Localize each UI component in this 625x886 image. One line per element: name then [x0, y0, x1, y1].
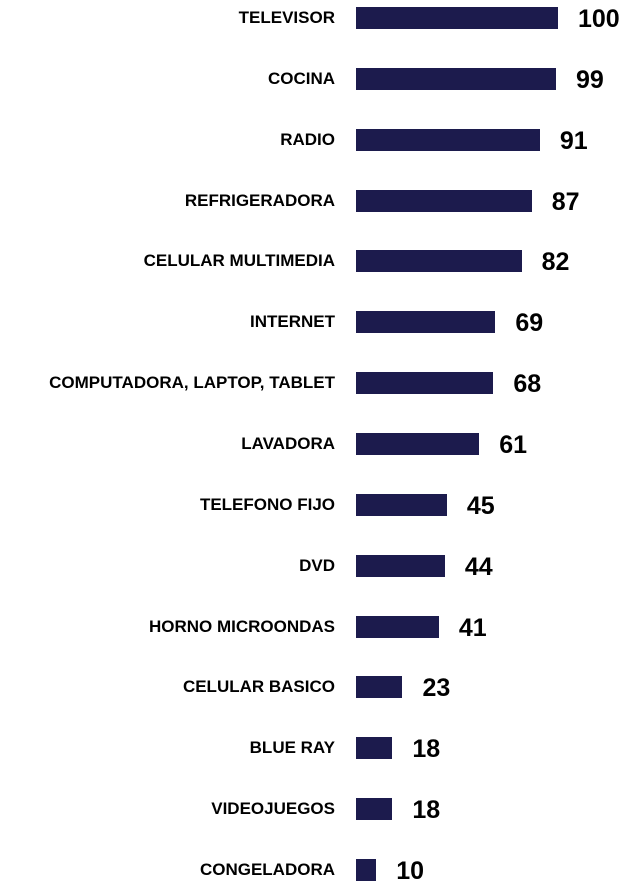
- bar: [356, 7, 558, 29]
- category-label: VIDEOJUEGOS: [211, 799, 335, 819]
- bar: [356, 67, 556, 90]
- value-label: 61: [499, 430, 528, 459]
- category-label: BLUE RAY: [249, 738, 335, 758]
- category-label-box: TELEVISOR: [0, 8, 335, 28]
- bar: [356, 432, 480, 455]
- category-label: CELULAR BASICO: [182, 677, 335, 697]
- category-label: COMPUTADORA, LAPTOP, TABLET: [49, 373, 335, 393]
- bar: [356, 311, 496, 334]
- category-label-box: INTERNET: [0, 312, 335, 332]
- bar: [356, 798, 393, 821]
- category-label: INTERNET: [250, 312, 335, 332]
- bar: [356, 676, 403, 699]
- bar: [356, 250, 522, 273]
- category-label-box: CONGELADORA: [0, 860, 335, 880]
- value-label: 10: [396, 856, 424, 885]
- category-label-box: CELULAR BASICO: [0, 677, 335, 697]
- category-label: CONGELADORA: [199, 859, 335, 879]
- bar: [356, 615, 439, 638]
- category-label: TELEVISOR: [238, 8, 335, 27]
- value-label: 100: [578, 4, 620, 33]
- bar: [356, 128, 540, 151]
- value-label: 68: [513, 370, 542, 399]
- category-label-box: HORNO MICROONDAS: [0, 617, 335, 637]
- value-label: 82: [541, 248, 570, 277]
- category-label-box: COCINA: [0, 69, 335, 89]
- value-label: 91: [559, 126, 588, 155]
- category-label: DVD: [299, 555, 335, 575]
- category-label: LAVADORA: [241, 433, 335, 453]
- category-label: RADIO: [280, 129, 335, 149]
- value-label: 44: [464, 552, 493, 581]
- bar: [356, 554, 445, 577]
- category-label: TELEFONO FIJO: [199, 494, 335, 514]
- value-label: 41: [458, 613, 487, 642]
- category-label-box: COMPUTADORA, LAPTOP, TABLET: [0, 373, 335, 393]
- value-label: 23: [422, 674, 451, 703]
- value-label: 18: [412, 795, 441, 824]
- category-label-box: VIDEOJUEGOS: [0, 799, 335, 819]
- category-label-box: BLUE RAY: [0, 738, 335, 758]
- category-label: CELULAR MULTIMEDIA: [143, 251, 335, 271]
- bar: [356, 189, 532, 212]
- category-label-box: CELULAR MULTIMEDIA: [0, 251, 335, 271]
- value-label: 45: [466, 491, 495, 520]
- category-label: COCINA: [267, 68, 335, 88]
- bar: [356, 372, 494, 395]
- bar: [356, 858, 377, 881]
- category-label: REFRIGERADORA: [184, 190, 335, 210]
- value-label: 99: [575, 65, 604, 94]
- value-label: 18: [412, 735, 441, 764]
- value-label: 87: [551, 187, 580, 216]
- category-label-box: RADIO: [0, 130, 335, 150]
- category-label-box: REFRIGERADORA: [0, 191, 335, 211]
- value-label: 69: [515, 309, 544, 338]
- category-label-box: DVD: [0, 556, 335, 576]
- category-label-box: LAVADORA: [0, 434, 335, 454]
- bar: [356, 737, 393, 760]
- bar: [356, 493, 447, 516]
- category-label: HORNO MICROONDAS: [148, 616, 335, 636]
- category-label-box: TELEFONO FIJO: [0, 495, 335, 515]
